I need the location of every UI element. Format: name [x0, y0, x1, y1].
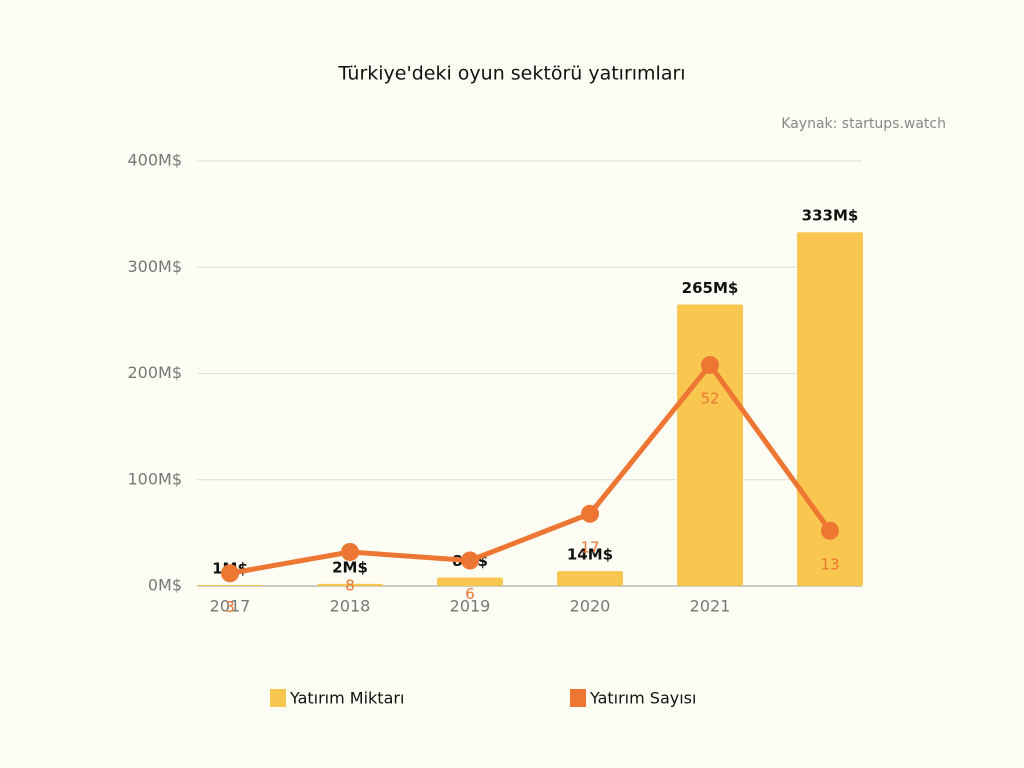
y-tick-label: 400M$ [127, 151, 182, 170]
bar [797, 232, 863, 586]
bar-value-label: 333M$ [802, 207, 859, 225]
line-value-label: 8 [345, 577, 355, 595]
legend-swatch [570, 689, 586, 707]
x-tick-label: 2018 [330, 597, 371, 616]
chart-title: Türkiye'deki oyun sektörü yatırımları [337, 63, 685, 85]
line-marker [701, 356, 719, 374]
line-marker [581, 504, 599, 523]
legend-label: Yatırım Sayısı [589, 689, 696, 708]
bar [677, 304, 743, 586]
y-tick-label: 0M$ [148, 576, 182, 595]
x-tick-label: 2019 [450, 597, 491, 616]
line-value-label: 17 [580, 538, 599, 556]
line-marker [221, 564, 239, 583]
source: Kaynak: startups.watch [781, 116, 946, 132]
line [229, 362, 833, 576]
x-tick-label: 2021 [690, 597, 731, 616]
line-marker [821, 521, 839, 540]
line-marker [461, 551, 479, 570]
line-marker [341, 543, 359, 561]
line-value-label: 3 [225, 598, 235, 616]
bar [437, 577, 503, 586]
y-tick-label: 200M$ [127, 363, 182, 382]
y-tick-label: 300M$ [127, 257, 182, 276]
bar [317, 583, 383, 586]
legend-swatch [270, 689, 286, 707]
x-tick-label: 2017 [210, 597, 251, 616]
line-value-label: 6 [465, 585, 475, 603]
bar [197, 584, 263, 586]
bar-value-label: 265M$ [682, 279, 739, 297]
line-value-label: 13 [820, 555, 839, 573]
legend-label: Yatırım Miktarı [289, 689, 404, 708]
bar [557, 571, 623, 586]
bar-value-label: 2M$ [332, 558, 368, 576]
bar-value-label: 14M$ [567, 546, 613, 564]
x-tick-label: 2020 [570, 597, 611, 616]
y-tick-label: 100M$ [127, 469, 182, 488]
line-value-label: 52 [700, 390, 719, 408]
